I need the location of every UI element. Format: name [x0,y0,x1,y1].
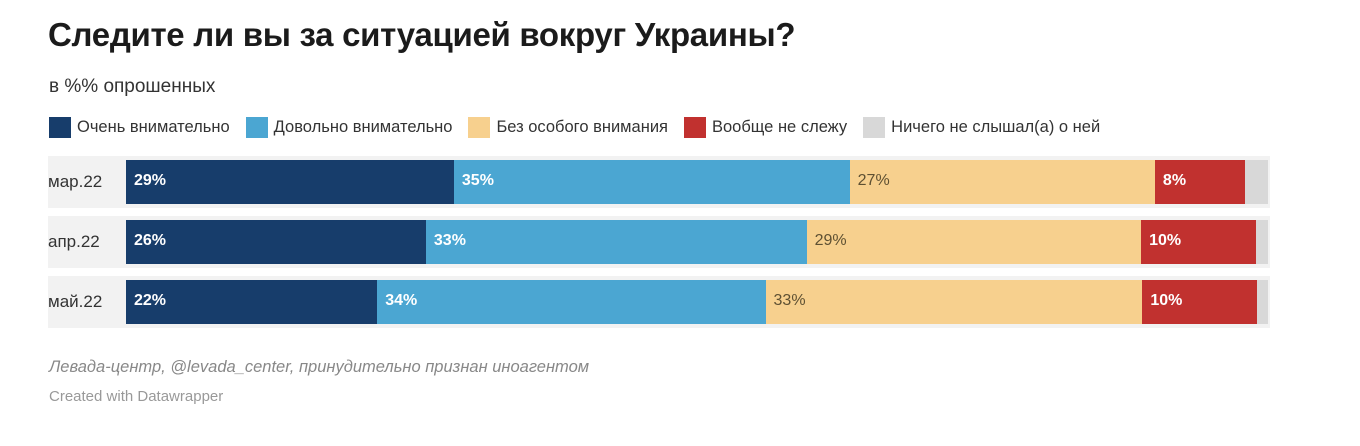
bar-segment [1256,220,1268,264]
category-label: мар.22 [48,172,103,191]
bar-segment: 26% [126,220,426,264]
legend-label: Ничего не слышал(а) о ней [891,118,1101,136]
bar-segment: 22% [126,280,378,324]
bar-segment: 8% [1154,160,1246,204]
bar-segment: 29% [806,220,1142,264]
bar-segment: 35% [453,160,850,204]
bar-segment: 34% [377,280,766,324]
data-label: 8% [1162,172,1187,189]
legend-swatch [863,117,886,138]
data-label: 29% [134,172,167,189]
legend-swatch [245,117,268,138]
bar-segment: 29% [126,160,454,204]
credit-note: Created with Datawrapper [49,388,224,405]
data-label: 27% [857,172,890,189]
data-label: 10% [1149,232,1182,249]
bar-segment [1256,280,1268,324]
data-label: 33% [773,292,806,309]
legend-swatch [49,117,71,138]
bar-segment: 10% [1141,220,1257,264]
data-label: 33% [433,232,466,249]
bar-segment: 27% [849,160,1155,204]
data-label: 22% [134,292,167,309]
category-label: май.22 [48,292,103,311]
legend-item: Без особого внимания [468,117,668,138]
legend-label: Без особого внимания [496,118,668,136]
data-label: 10% [1150,292,1183,309]
data-label: 29% [814,232,847,249]
legend-item: Ничего не слышал(а) о ней [863,117,1100,138]
source-note: Левада-центр, @levada_center, принудител… [49,358,590,376]
chart-title: Следите ли вы за ситуацией вокруг Украин… [48,16,796,53]
legend-swatch [683,117,706,138]
legend-label: Вообще не слежу [711,118,848,136]
chart-subtitle: в %% опрошенных [49,76,216,97]
category-label: апр.22 [48,232,100,251]
bar-segment [1245,160,1268,204]
legend-item: Вообще не слежу [683,117,848,138]
legend-item: Очень внимательно [49,117,230,138]
bar-segment: 10% [1142,280,1257,324]
data-label: 26% [134,232,167,249]
legend: Очень внимательно Довольно внимательно Без… [49,117,1116,138]
data-label: 35% [461,172,494,189]
legend-label: Очень внимательно [77,118,230,136]
legend-item: Довольно внимательно [245,117,453,138]
legend-label: Довольно внимательно [273,118,453,136]
bar-segment: 33% [765,280,1143,324]
bar-segment: 33% [425,220,807,264]
data-label: 34% [385,292,418,309]
legend-swatch [468,117,491,138]
